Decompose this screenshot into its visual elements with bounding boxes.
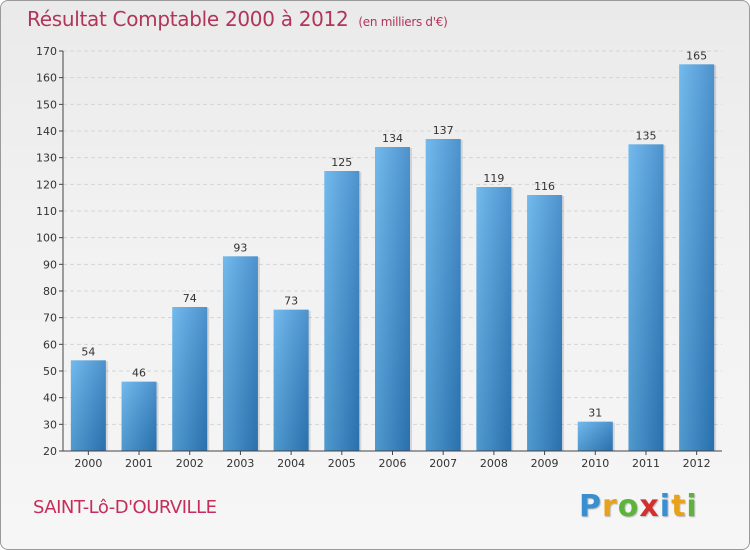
y-tick-label: 160 (36, 72, 57, 85)
x-tick-label: 2010 (581, 457, 609, 470)
bar-shade (273, 309, 309, 451)
commune-name: SAINT-Lô-D'OURVILLE (33, 497, 217, 518)
x-tick-label: 2011 (632, 457, 660, 470)
bar-shade (222, 256, 258, 451)
x-tick-label: 2003 (226, 457, 254, 470)
y-tick-label: 140 (36, 125, 57, 138)
bar-shade (375, 147, 410, 451)
y-tick-label: 80 (43, 285, 57, 298)
y-tick-label: 120 (36, 178, 57, 191)
bar-shade (70, 360, 106, 451)
proxiti-logo: Proxiti (579, 489, 698, 524)
bar-shade (527, 195, 563, 451)
logo-letter: x (639, 489, 660, 524)
x-tick-label: 2009 (531, 457, 559, 470)
x-tick-label: 2000 (74, 457, 102, 470)
x-tick-label: 2012 (683, 457, 711, 470)
bar-value-label: 119 (483, 172, 504, 185)
y-tick-label: 130 (36, 152, 57, 165)
bar-value-label: 134 (382, 132, 403, 145)
bar-shade (476, 187, 512, 451)
y-tick-label: 100 (36, 232, 57, 245)
x-tick-label: 2002 (176, 457, 204, 470)
x-tick-label: 2007 (429, 457, 457, 470)
logo-letter: o (617, 489, 640, 524)
logo-letter: i (659, 489, 672, 524)
bar-value-label: 165 (686, 49, 707, 62)
bar-value-label: 135 (635, 129, 656, 142)
y-tick-label: 170 (36, 45, 57, 58)
x-tick-label: 2008 (480, 457, 508, 470)
bar-value-label: 93 (233, 241, 247, 254)
bar-shade (172, 307, 208, 451)
logo-letter: P (579, 489, 602, 524)
bar-value-label: 116 (534, 180, 555, 193)
bar-value-label: 31 (588, 407, 602, 420)
y-tick-label: 90 (43, 258, 57, 271)
bar-value-label: 74 (183, 292, 197, 305)
x-tick-label: 2004 (277, 457, 305, 470)
bar-shade (425, 139, 461, 451)
x-tick-label: 2006 (379, 457, 407, 470)
chart-unit: (en milliers d'€) (358, 15, 448, 29)
y-tick-label: 110 (36, 205, 57, 218)
y-tick-label: 60 (43, 338, 57, 351)
chart-title: Résultat Comptable 2000 à 2012 (en millie… (27, 7, 448, 31)
bar-value-label: 125 (331, 156, 352, 169)
y-tick-label: 50 (43, 365, 57, 378)
x-tick-label: 2005 (328, 457, 356, 470)
logo-letter: r (602, 489, 618, 524)
logo-letter: i (686, 489, 698, 524)
bar-shade (121, 381, 157, 451)
y-tick-label: 40 (43, 392, 57, 405)
bar-shade (324, 171, 360, 451)
logo-letter: t (671, 489, 687, 524)
bar-shade (679, 64, 715, 452)
y-tick-label: 150 (36, 98, 57, 111)
y-tick-label: 70 (43, 312, 57, 325)
bar-value-label: 137 (433, 124, 454, 137)
chart-title-text: Résultat Comptable 2000 à 2012 (27, 7, 349, 31)
bar-shade (628, 144, 664, 452)
bar-value-label: 46 (132, 367, 146, 380)
y-tick-label: 20 (43, 445, 57, 458)
x-tick-label: 2001 (125, 457, 153, 470)
bar-shade (577, 421, 613, 451)
y-tick-label: 30 (43, 418, 57, 431)
bar-value-label: 73 (284, 295, 298, 308)
bar-value-label: 54 (81, 345, 95, 358)
